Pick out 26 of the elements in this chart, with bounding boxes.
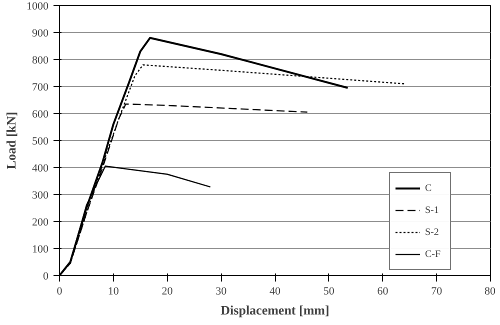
y-tick-label: 100 [32, 244, 49, 256]
y-tick-label: 900 [32, 28, 49, 40]
y-tick-label: 300 [32, 190, 49, 202]
legend-label: C-F [425, 248, 442, 260]
y-axis-title: Load [kN] [4, 112, 18, 170]
x-tick-label: 20 [162, 286, 174, 298]
y-tick-label: 1000 [26, 0, 49, 12]
y-tick-label: 0 [43, 270, 49, 282]
y-tick-label: 400 [32, 162, 49, 174]
legend-label: S-1 [425, 204, 440, 216]
x-axis-title: Displacement [mm] [220, 302, 330, 318]
x-tick-label: 70 [431, 286, 443, 298]
y-tick-label: 500 [32, 136, 49, 148]
x-tick-label: 0 [56, 286, 63, 298]
x-tick-label: 30 [216, 286, 228, 298]
legend-label: C [425, 182, 433, 194]
x-tick-label: 50 [323, 286, 335, 298]
legend-label: S-2 [425, 226, 440, 238]
y-tick-label: 200 [32, 216, 49, 228]
y-tick-label: 800 [32, 54, 49, 66]
y-tick-label: 600 [32, 108, 49, 120]
x-tick-label: 80 [484, 286, 496, 298]
x-tick-label: 60 [377, 286, 389, 298]
x-tick-label: 40 [270, 286, 281, 298]
x-tick-label: 10 [108, 286, 120, 298]
y-tick-label: 700 [32, 82, 49, 94]
